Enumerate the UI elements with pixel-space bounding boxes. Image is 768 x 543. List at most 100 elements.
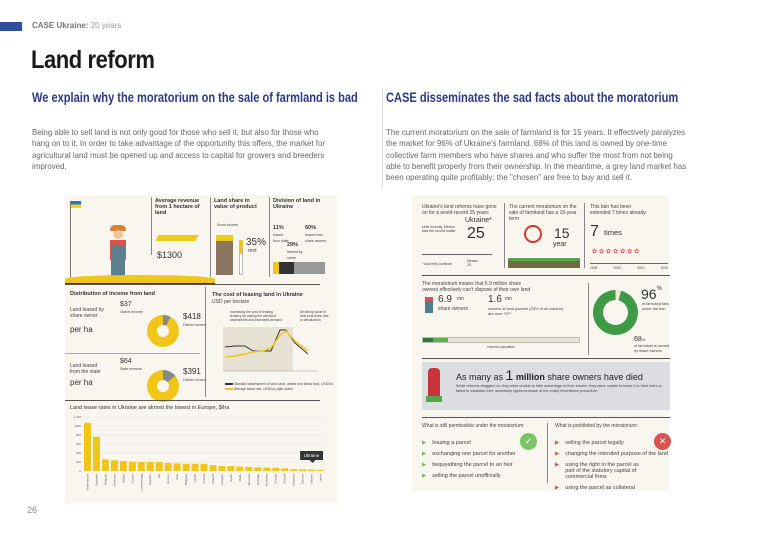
x-tick-label: Sweden (148, 474, 152, 485)
owners-t1: share owners (438, 306, 469, 312)
bar (263, 467, 271, 471)
bar (245, 466, 253, 471)
leasing-subtitle: USD per hectare (212, 299, 250, 305)
donut-chart-share (147, 315, 179, 347)
bar (308, 469, 316, 471)
died-text: While reforms dragged on, they were unab… (456, 384, 662, 393)
prohibited-item: ▶ using the right to the parcel as part o… (555, 462, 639, 480)
callout-pointer (309, 460, 316, 463)
x-tick-label: Hungary (220, 474, 224, 486)
bar (128, 461, 136, 471)
dist-row1-large-note: Farmer income (183, 323, 207, 327)
leasing-legend: Standard assessment of land value, arabl… (225, 382, 333, 392)
y-tick-label: 1 200 (73, 415, 81, 419)
permitted-item: ▶ exchanging one parcel for another (422, 451, 516, 457)
division-pct-owner: 29% (287, 242, 299, 248)
reforms-footnote: * And they continue (422, 262, 453, 266)
term-label: The current moratorium on the sale of fa… (509, 204, 577, 222)
bar (281, 468, 289, 471)
bar (182, 463, 190, 471)
ukraine-flag-icon (71, 201, 81, 208)
rent-gauge (239, 240, 243, 275)
reforms-country: Ukraine* (465, 217, 492, 224)
x-tick-label: Latvia (319, 474, 323, 482)
reforms-label: Ukraine's land reforms have gone on for … (422, 204, 497, 216)
donut-chart-state (147, 370, 179, 402)
farmer-icon (103, 225, 133, 283)
extended-years: 2008 2002 2010 2015 (590, 266, 668, 270)
division-text-shares: leased from share owners (305, 233, 327, 243)
page-title: Land reform (31, 46, 155, 74)
x-tick-label: Belgium (103, 474, 107, 485)
x-tick-label: Romania (265, 474, 269, 486)
lease-rate-bar-chart: 0 200 400 600 800 1000 1 200 Netherlands Denmark… (73, 415, 325, 491)
permitted-title: What is still permissible under the mora… (422, 423, 525, 429)
x-tick-label: UK (157, 474, 161, 478)
dist-row2-large: $391 (183, 367, 201, 376)
flagpole (70, 201, 71, 281)
y-tick-label: 200 (76, 460, 81, 464)
share-t1: of farmland falls under the ban (642, 302, 669, 311)
owners-v1: 6.9 (438, 294, 452, 305)
x-tick-label: Czech (193, 474, 197, 483)
died-banner: As many as 1 million share owners have d… (422, 362, 670, 410)
division-pct-shares: 60% (305, 225, 317, 231)
dist-row2-large-note: Farmer income (183, 378, 207, 382)
x-tick-label: Germany (112, 474, 116, 487)
land-share-sublabel: Sown income (217, 223, 239, 227)
avg-revenue-label: Average revenue from 1 hectare of land (155, 198, 200, 216)
x-tick-label: Spain (229, 474, 233, 482)
bar (146, 462, 154, 471)
dist-row1-per: per ha (70, 325, 93, 334)
page-number: 26 (27, 505, 38, 515)
x-tick-label: Portugal (256, 474, 260, 486)
reforms-note: Until recently, Mexico was the record ho… (422, 225, 456, 233)
y-tick-label: 1000 (74, 424, 81, 428)
bar (173, 463, 181, 471)
share-t2: of farmland is owned by share owners (634, 344, 670, 353)
dist-row1-label: Land leased by share owner (70, 307, 104, 319)
bar (110, 460, 118, 471)
bar (290, 469, 298, 471)
land-share-value: 35% (246, 237, 267, 248)
prohibited-list: ▶ selling the parcel legally ▶ changing th… (555, 440, 668, 491)
dist-row2-small-note: State revenue (120, 367, 142, 371)
bar (119, 461, 127, 471)
highlight-label: Ukraine (304, 453, 320, 458)
permitted-item: ▶ leasing a parcel (422, 440, 471, 446)
population-bar (422, 337, 580, 343)
left-heading: We explain why the moratorium on the sal… (32, 90, 358, 105)
right-paragraph: The current moratorium on the sale of fa… (386, 127, 687, 183)
bar (227, 466, 235, 471)
division-label: Division of land in Ukraine (273, 198, 321, 210)
no-sign-icon (524, 225, 542, 243)
x-tick-label: Croatia (274, 474, 278, 484)
leasing-line-chart (223, 327, 318, 372)
dist-row1-small-note: Owner income (120, 310, 143, 314)
land-share-label: Land share in value of product (214, 198, 257, 210)
permitted-item: ▶ bequeathing the parcel to an heir (422, 462, 513, 468)
bar (155, 462, 163, 471)
right-heading: CASE disseminates the sad facts about th… (386, 90, 679, 105)
extended-unit: times (604, 228, 622, 237)
owners-u1: mn (457, 296, 464, 302)
permitted-item: ▶ selling the parcel unofficially (422, 473, 501, 479)
y-tick-label: 400 (76, 451, 81, 455)
check-icon: ✓ (520, 433, 537, 450)
term-unit: year (553, 241, 567, 248)
accent-bar (0, 22, 22, 31)
dist-row2-per: per ha (70, 378, 93, 387)
leasing-note2: Declining value of land puts down due to… (300, 310, 329, 322)
left-paragraph: Being able to sell land is not only good… (32, 127, 326, 171)
extended-value: 7 (590, 223, 599, 240)
legend-assessment: Standard assessment of land value, arabl… (225, 382, 333, 387)
coffin-icon (428, 368, 440, 398)
legend-lease-rate: Average lease rate, USD/ha (right scale) (225, 387, 333, 392)
avg-revenue-value: $1300 (157, 250, 183, 260)
y-tick-label: 800 (76, 433, 81, 437)
prohibited-item: ▶ selling the parcel legally (555, 440, 624, 446)
share-v2: 68% (634, 336, 646, 343)
farmland-ban-donut (593, 290, 638, 335)
division-bar (273, 262, 325, 274)
division-text-state: leased from state (273, 233, 289, 243)
